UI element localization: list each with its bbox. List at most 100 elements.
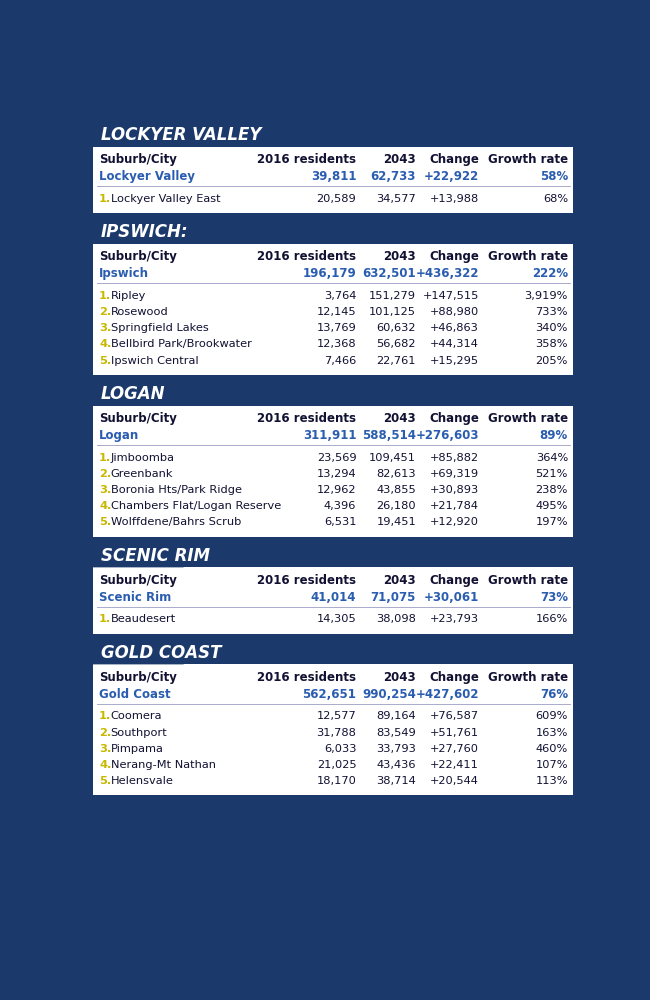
Text: 521%: 521% xyxy=(536,469,568,479)
Text: 632,501: 632,501 xyxy=(363,267,416,280)
Text: 38,098: 38,098 xyxy=(376,614,416,624)
Text: 82,613: 82,613 xyxy=(376,469,416,479)
Text: LOCKYER VALLEY: LOCKYER VALLEY xyxy=(101,126,261,144)
Text: 12,962: 12,962 xyxy=(317,485,356,495)
Text: 151,279: 151,279 xyxy=(369,291,416,301)
Text: 23,569: 23,569 xyxy=(317,453,356,463)
Text: 340%: 340% xyxy=(536,323,568,333)
Text: Rosewood: Rosewood xyxy=(111,307,168,317)
Text: Lockyer Valley: Lockyer Valley xyxy=(99,170,195,183)
Text: Suburb/City: Suburb/City xyxy=(99,153,177,166)
Text: Suburb/City: Suburb/City xyxy=(99,412,177,425)
Text: 4,396: 4,396 xyxy=(324,501,356,511)
Text: 14,305: 14,305 xyxy=(317,614,356,624)
Text: 2.: 2. xyxy=(99,307,111,317)
Text: Nerang-Mt Nathan: Nerang-Mt Nathan xyxy=(111,760,216,770)
Text: 609%: 609% xyxy=(536,711,568,721)
Text: 71,075: 71,075 xyxy=(370,591,416,604)
Polygon shape xyxy=(93,641,196,664)
Text: Growth rate: Growth rate xyxy=(488,574,568,587)
Text: Suburb/City: Suburb/City xyxy=(99,671,177,684)
FancyBboxPatch shape xyxy=(93,244,573,375)
Text: +147,515: +147,515 xyxy=(422,291,479,301)
Text: 2.: 2. xyxy=(99,728,111,738)
Text: 43,855: 43,855 xyxy=(376,485,416,495)
Text: 12,577: 12,577 xyxy=(317,711,356,721)
Text: Wolffdene/Bahrs Scrub: Wolffdene/Bahrs Scrub xyxy=(111,517,241,527)
Text: 2043: 2043 xyxy=(384,412,416,425)
Text: Growth rate: Growth rate xyxy=(488,671,568,684)
Text: 2016 residents: 2016 residents xyxy=(257,671,356,684)
Text: Pimpama: Pimpama xyxy=(111,744,164,754)
Text: 1.: 1. xyxy=(99,291,111,301)
Text: +427,602: +427,602 xyxy=(415,688,479,701)
Text: Greenbank: Greenbank xyxy=(111,469,173,479)
Text: Change: Change xyxy=(429,153,479,166)
Text: 5.: 5. xyxy=(99,517,111,527)
Text: 18,170: 18,170 xyxy=(317,776,356,786)
Text: Springfield Lakes: Springfield Lakes xyxy=(111,323,209,333)
Text: 588,514: 588,514 xyxy=(362,429,416,442)
Text: 31,788: 31,788 xyxy=(317,728,356,738)
Text: 2016 residents: 2016 residents xyxy=(257,250,356,263)
Text: 34,577: 34,577 xyxy=(376,194,416,204)
Text: +76,587: +76,587 xyxy=(430,711,479,721)
Polygon shape xyxy=(93,544,196,567)
Text: 1.: 1. xyxy=(99,194,111,204)
Text: 311,911: 311,911 xyxy=(303,429,356,442)
Text: 4.: 4. xyxy=(99,760,111,770)
Text: +436,322: +436,322 xyxy=(415,267,479,280)
Text: 62,733: 62,733 xyxy=(370,170,416,183)
Text: 76%: 76% xyxy=(540,688,568,701)
Text: 196,179: 196,179 xyxy=(303,267,356,280)
Text: IPSWICH:: IPSWICH: xyxy=(101,223,188,241)
Text: +22,411: +22,411 xyxy=(430,760,479,770)
Polygon shape xyxy=(93,221,179,244)
Text: 358%: 358% xyxy=(536,339,568,349)
Text: 3.: 3. xyxy=(99,485,111,495)
Text: 4.: 4. xyxy=(99,501,111,511)
Text: 13,769: 13,769 xyxy=(317,323,356,333)
Text: 495%: 495% xyxy=(536,501,568,511)
Text: 21,025: 21,025 xyxy=(317,760,356,770)
Text: +69,319: +69,319 xyxy=(430,469,479,479)
Text: Ipswich Central: Ipswich Central xyxy=(111,356,198,366)
Text: +12,920: +12,920 xyxy=(430,517,479,527)
Text: 19,451: 19,451 xyxy=(376,517,416,527)
Text: 12,145: 12,145 xyxy=(317,307,356,317)
Text: 163%: 163% xyxy=(536,728,568,738)
Text: 22,761: 22,761 xyxy=(376,356,416,366)
FancyBboxPatch shape xyxy=(93,406,573,537)
Text: 6,531: 6,531 xyxy=(324,517,356,527)
Text: Suburb/City: Suburb/City xyxy=(99,250,177,263)
Text: Logan: Logan xyxy=(99,429,139,442)
Text: 73%: 73% xyxy=(540,591,568,604)
Text: 1.: 1. xyxy=(99,453,111,463)
Text: 56,682: 56,682 xyxy=(376,339,416,349)
Text: +27,760: +27,760 xyxy=(430,744,479,754)
Text: 33,793: 33,793 xyxy=(376,744,416,754)
Text: GOLD COAST: GOLD COAST xyxy=(101,644,221,662)
Text: +22,922: +22,922 xyxy=(424,170,479,183)
Text: 6,033: 6,033 xyxy=(324,744,356,754)
Text: 58%: 58% xyxy=(540,170,568,183)
Text: Change: Change xyxy=(429,574,479,587)
Text: 20,589: 20,589 xyxy=(317,194,356,204)
Text: Jimboomba: Jimboomba xyxy=(111,453,175,463)
Text: +20,544: +20,544 xyxy=(430,776,479,786)
Text: 197%: 197% xyxy=(536,517,568,527)
Text: Lockyer Valley East: Lockyer Valley East xyxy=(111,194,220,204)
Text: Gold Coast: Gold Coast xyxy=(99,688,171,701)
Text: Beaudesert: Beaudesert xyxy=(111,614,176,624)
Text: 4.: 4. xyxy=(99,339,111,349)
Text: Boronia Hts/Park Ridge: Boronia Hts/Park Ridge xyxy=(111,485,242,495)
Text: Ripley: Ripley xyxy=(111,291,146,301)
Text: Change: Change xyxy=(429,671,479,684)
Text: 2043: 2043 xyxy=(384,153,416,166)
Polygon shape xyxy=(93,124,229,147)
Text: 238%: 238% xyxy=(536,485,568,495)
Text: 562,651: 562,651 xyxy=(302,688,356,701)
Text: Bellbird Park/Brookwater: Bellbird Park/Brookwater xyxy=(111,339,252,349)
Text: 26,180: 26,180 xyxy=(376,501,416,511)
Text: 2016 residents: 2016 residents xyxy=(257,412,356,425)
